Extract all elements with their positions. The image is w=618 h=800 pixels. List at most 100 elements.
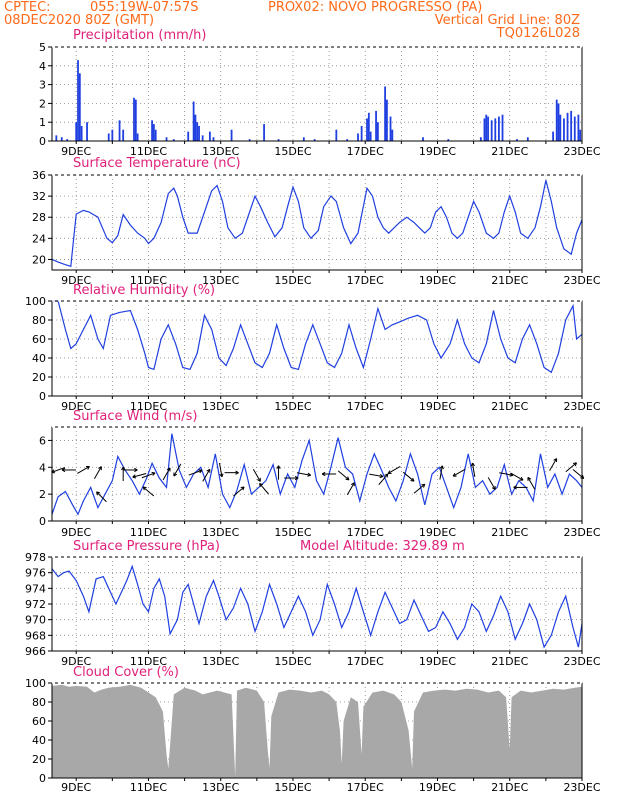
panel-frame [51, 300, 583, 397]
wind-arrow [61, 467, 76, 473]
panel-frame [51, 426, 583, 522]
precip-bar [552, 131, 554, 141]
y-tick-label: 3 [39, 79, 46, 92]
precip-bar [212, 137, 215, 141]
wind-arrow [259, 482, 269, 495]
y-tick-label: 4 [39, 60, 46, 73]
x-tick-label: 23DEC [563, 781, 600, 794]
x-tick-label: 17DEC [347, 274, 384, 287]
precip-bar [194, 114, 197, 141]
precip-bar [389, 116, 392, 141]
precip-bar [75, 122, 78, 141]
panel-1: Surface Temperature (nC) 20 24 28 32 36 9DEC 11… [32, 156, 601, 287]
precip-bar [198, 125, 200, 141]
y-tick-label: 60 [32, 333, 46, 346]
x-tick-label: 13DEC [202, 655, 239, 668]
x-tick-label: 11DEC [130, 400, 167, 413]
header-grid-line: Vertical Grid Line: 80Z [435, 13, 580, 28]
y-tick-label: 20 [32, 253, 46, 266]
x-tick-label: 15DEC [274, 655, 311, 668]
wind-arrow [296, 472, 312, 477]
x-tick-label: 15DEC [274, 145, 311, 158]
y-tick-label: 4 [39, 461, 46, 474]
x-tick-label: 19DEC [419, 274, 456, 287]
header-model: TQ0126L028 [496, 26, 580, 41]
x-tick-label: 19DEC [419, 526, 456, 539]
header-source: CPTEC: [4, 0, 51, 15]
header: CPTEC: 055:19W-07:57S PROX02: NOVO PROGR… [4, 0, 580, 41]
x-tick-label: 19DEC [419, 781, 456, 794]
x-tick-label: 17DEC [347, 655, 384, 668]
precip-bar [335, 129, 338, 141]
panel-3: Surface Wind (m/s) 0 2 4 6 9DEC 11DEC 13DEC 15DE… [39, 409, 601, 539]
precip-bar [196, 122, 199, 141]
x-tick-label: 23DEC [563, 526, 600, 539]
y-tick-label: 20 [32, 753, 46, 766]
precip-bar [313, 139, 316, 141]
precip-bar [386, 99, 388, 141]
y-tick-label: 0 [39, 772, 46, 785]
wind-arrow [141, 471, 156, 479]
x-tick-label: 15DEC [274, 781, 311, 794]
wind-arrow [132, 473, 147, 479]
precip-bar [107, 133, 110, 141]
x-tick-label: 21DEC [491, 274, 528, 287]
y-tick-label: 100 [25, 295, 46, 308]
y-tick-label: 80 [32, 314, 46, 327]
x-tick-label: 9DEC [61, 400, 91, 413]
precip-bar [165, 137, 168, 141]
x-tick-label: 11DEC [130, 526, 167, 539]
precip-bar [201, 135, 204, 141]
wind-arrow [565, 462, 577, 473]
x-tick-label: 17DEC [347, 145, 384, 158]
precip-bar [60, 137, 63, 141]
precip-bar [192, 101, 195, 141]
precip-bar [172, 139, 175, 141]
precip-bar [154, 129, 157, 141]
y-tick-label: 40 [32, 352, 46, 365]
panel-annotation: Model Altitude: 329.89 m [300, 539, 465, 554]
x-tick-label: 13DEC [202, 145, 239, 158]
precip-bar [485, 114, 488, 141]
x-tick-label: 9DEC [61, 526, 91, 539]
precip-bar [55, 135, 58, 141]
x-tick-label: 23DEC [563, 145, 600, 158]
precip-bar [78, 73, 81, 141]
series-line [51, 564, 583, 649]
precip-bar [526, 137, 529, 141]
precip-bar [263, 124, 265, 141]
wind-arrow [470, 462, 476, 477]
precip-bar [501, 114, 504, 141]
x-tick-label: 21DEC [491, 400, 528, 413]
wind-arrow [413, 483, 426, 494]
panel-title: Surface Temperature (nC) [73, 156, 241, 171]
wind-arrow [510, 472, 524, 481]
precip-bar [360, 125, 363, 141]
precip-bar [570, 110, 573, 141]
header-coordinates: 055:19W-07:57S [90, 0, 198, 15]
precip-bar [66, 139, 69, 141]
precip-bar [111, 129, 114, 141]
wind-arrow [284, 475, 299, 481]
y-tick-label: 40 [32, 734, 46, 747]
x-tick-label: 23DEC [563, 274, 600, 287]
y-tick-label: 100 [25, 677, 46, 690]
precip-bar [498, 116, 500, 141]
precip-bar [384, 86, 387, 141]
wind-arrow [188, 469, 203, 476]
y-tick-label: 32 [32, 190, 46, 203]
precip-bar [447, 139, 450, 141]
precip-bar [490, 120, 493, 141]
x-tick-label: 9DEC [61, 145, 91, 158]
y-tick-label: 2 [39, 488, 46, 501]
y-tick-label: 0 [39, 135, 46, 148]
panel-5: Cloud Cover (%) 0 20 40 60 80 100 9DEC 11DEC 13DE… [25, 665, 601, 794]
x-tick-label: 15DEC [274, 274, 311, 287]
y-tick-label: 0 [39, 515, 46, 528]
precip-bar [494, 118, 497, 141]
precip-bar [77, 60, 79, 141]
panel-2: Relative Humidity (%) 0 20 40 60 80 100 9DEC 11D… [25, 283, 601, 413]
precip-bar [555, 99, 558, 141]
precip-bar [566, 112, 569, 141]
precip-bar [230, 129, 233, 141]
